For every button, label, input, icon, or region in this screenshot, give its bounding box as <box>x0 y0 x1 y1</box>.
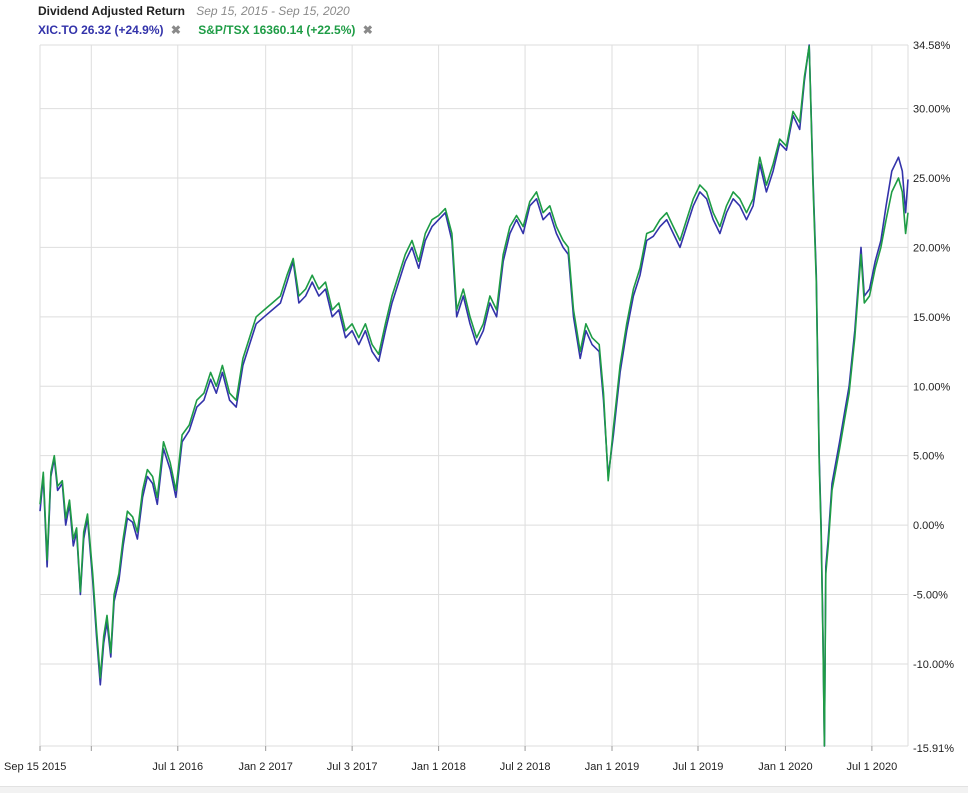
series-line-xic[interactable] <box>39 44 909 747</box>
series-layer <box>39 44 909 747</box>
y-tick-label: 15.00% <box>913 312 951 324</box>
y-tick-label: -10.00% <box>913 659 954 671</box>
legend-label-tsx: S&P/TSX 16360.14 (+22.5%) <box>198 23 356 37</box>
date-range: Sep 15, 2015 - Sep 15, 2020 <box>196 4 350 18</box>
range-navigator-bar[interactable] <box>0 786 968 793</box>
x-tick-label: Jul 1 2020 <box>847 761 898 773</box>
y-tick-label: 34.58% <box>913 40 951 52</box>
legend-label-xic: XIC.TO 26.32 (+24.9%) <box>38 23 164 37</box>
y-tick-label: 10.00% <box>913 381 951 393</box>
legend-item-xic[interactable]: XIC.TO 26.32 (+24.9%) ✖ <box>38 23 184 37</box>
x-tick-label: Jul 2 2018 <box>500 761 551 773</box>
series-line-tsx[interactable] <box>39 45 909 747</box>
y-tick-label: 5.00% <box>913 451 944 463</box>
chart-header: Dividend Adjusted Return Sep 15, 2015 - … <box>38 3 387 38</box>
x-tick-label: Jul 3 2017 <box>327 761 378 773</box>
x-tick-label: Jan 1 2020 <box>758 761 812 773</box>
x-tick-label: Sep 15 2015 <box>4 761 66 773</box>
y-tick-label: -5.00% <box>913 590 948 602</box>
x-tick-label: Jul 1 2016 <box>152 761 203 773</box>
remove-series-icon[interactable]: ✖ <box>362 23 373 37</box>
y-tick-label: -15.91% <box>913 743 954 755</box>
legend: XIC.TO 26.32 (+24.9%) ✖ S&P/TSX 16360.14… <box>38 22 387 38</box>
y-tick-label: 30.00% <box>913 104 951 116</box>
y-tick-label: 20.00% <box>913 242 951 254</box>
grid <box>39 44 909 751</box>
remove-series-icon[interactable]: ✖ <box>170 23 181 37</box>
x-tick-label: Jan 1 2019 <box>585 761 639 773</box>
x-tick-label: Jan 2 2017 <box>238 761 292 773</box>
x-tick-label: Jul 1 2019 <box>673 761 724 773</box>
y-tick-label: 0.00% <box>913 520 944 532</box>
x-tick-label: Jan 1 2018 <box>411 761 465 773</box>
axis-labels: 34.58% 30.00% 25.00% 20.00% 15.00% 10.00% 5.00… <box>4 40 954 773</box>
title-row: Dividend Adjusted Return Sep 15, 2015 - … <box>38 3 387 19</box>
legend-item-tsx[interactable]: S&P/TSX 16360.14 (+22.5%) ✖ <box>198 23 373 37</box>
chart-title: Dividend Adjusted Return <box>38 4 185 18</box>
y-tick-label: 25.00% <box>913 173 951 185</box>
